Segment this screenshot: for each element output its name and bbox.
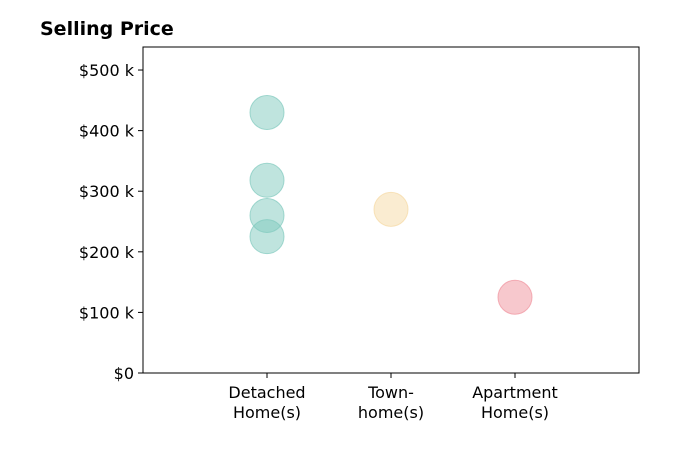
point — [497, 279, 533, 315]
y-tick-label: $200 k — [79, 243, 135, 262]
point — [249, 219, 285, 255]
point — [249, 162, 285, 198]
point — [249, 94, 285, 130]
y-tick-label: $0 — [114, 364, 134, 383]
x-tick-label: Detached Home(s) — [228, 383, 305, 422]
x-tick-label: Town-home(s) — [358, 383, 424, 422]
y-tick-label: $100 k — [79, 303, 135, 322]
y-tick-label: $400 k — [79, 122, 135, 141]
y-tick-label: $500 k — [79, 61, 135, 80]
point — [373, 191, 409, 227]
x-tick-label: Apartment Home(s) — [472, 383, 558, 422]
chart-title: Selling Price — [40, 18, 174, 40]
y-tick-label: $300 k — [79, 182, 135, 201]
